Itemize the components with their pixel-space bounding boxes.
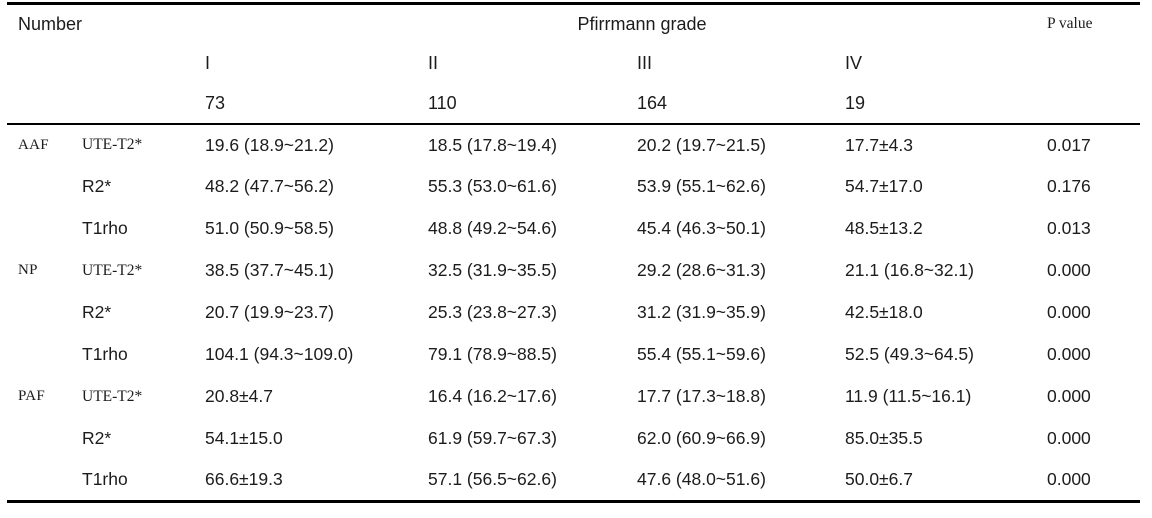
value-cell: 11.9 (11.5~16.1) xyxy=(845,386,972,406)
value-cell: 18.5 (17.8~19.4) xyxy=(428,134,557,155)
param-label: R2* xyxy=(82,428,112,448)
spacer-cell xyxy=(7,292,71,334)
value-cell: 48.8 (49.2~54.6) xyxy=(428,218,557,238)
table-body: AAF UTE-T2* 19.6 (18.9~21.2) 18.5 (17.8~… xyxy=(7,124,1140,502)
spacer-cell xyxy=(7,418,71,460)
grade-count-2: 110 xyxy=(428,92,457,113)
p-value-cell: 0.000 xyxy=(1047,386,1091,406)
grade-count-4: 19 xyxy=(845,92,866,113)
p-value-cell: 0.000 xyxy=(1047,428,1091,448)
param-label: UTE-T2* xyxy=(82,261,143,279)
pfirrmann-grade-header: Pfirrmann grade xyxy=(577,13,707,34)
param-label: T1rho xyxy=(82,469,128,490)
value-cell: 104.1 (94.3~109.0) xyxy=(205,344,354,364)
number-header: Number xyxy=(18,13,83,34)
param-label: UTE-T2* xyxy=(82,136,143,153)
p-value-cell: 0.013 xyxy=(1047,218,1091,238)
value-cell: 47.6 (48.0~51.6) xyxy=(637,469,766,490)
value-cell: 61.9 (59.7~67.3) xyxy=(428,428,557,448)
value-cell: 31.2 (31.9~35.9) xyxy=(637,302,766,322)
table-header: Number Pfirrmann grade P value I II III … xyxy=(7,4,1140,124)
value-cell: 50.0±6.7 xyxy=(845,469,913,490)
table-row: T1rho 66.6±19.3 57.1 (56.5~62.6) 47.6 (4… xyxy=(7,460,1140,502)
spacer-cell xyxy=(1036,44,1140,84)
value-cell: 66.6±19.3 xyxy=(205,469,283,490)
value-cell: 25.3 (23.8~27.3) xyxy=(428,302,557,322)
value-cell: 20.8±4.7 xyxy=(205,386,273,406)
value-cell: 48.2 (47.7~56.2) xyxy=(205,176,334,196)
param-label: R2* xyxy=(82,176,112,196)
group-label-np: NP xyxy=(18,262,38,278)
value-cell: 19.6 (18.9~21.2) xyxy=(205,134,334,155)
value-cell: 45.4 (46.3~50.1) xyxy=(637,218,766,238)
value-cell: 17.7±4.3 xyxy=(845,134,913,155)
param-label: T1rho xyxy=(82,344,128,364)
value-cell: 20.7 (19.9~23.7) xyxy=(205,302,334,322)
table-row: T1rho 104.1 (94.3~109.0) 79.1 (78.9~88.5… xyxy=(7,334,1140,376)
pfirrmann-results-table: Number Pfirrmann grade P value I II III … xyxy=(7,2,1140,503)
value-cell: 52.5 (49.3~64.5) xyxy=(845,344,974,364)
grade-col-header-3: III xyxy=(637,53,653,73)
value-cell: 54.1±15.0 xyxy=(205,428,283,448)
header-row-top: Number Pfirrmann grade P value xyxy=(7,4,1140,44)
table-row: AAF UTE-T2* 19.6 (18.9~21.2) 18.5 (17.8~… xyxy=(7,124,1140,166)
param-label: UTE-T2* xyxy=(82,387,143,405)
value-cell: 79.1 (78.9~88.5) xyxy=(428,344,557,364)
p-value-cell: 0.017 xyxy=(1047,134,1091,155)
p-value-cell: 0.176 xyxy=(1047,176,1091,196)
spacer-cell xyxy=(7,44,71,84)
table-row: NP UTE-T2* 38.5 (37.7~45.1) 32.5 (31.9~3… xyxy=(7,250,1140,292)
p-value-cell: 0.000 xyxy=(1047,469,1091,490)
p-value-header: P value xyxy=(1047,15,1093,33)
p-value-cell: 0.000 xyxy=(1047,344,1091,364)
spacer-cell xyxy=(7,208,71,250)
grade-col-header-2: II xyxy=(428,53,439,73)
group-label-paf: PAF xyxy=(18,388,46,404)
spacer-cell xyxy=(7,84,71,124)
grade-count-1: 73 xyxy=(205,92,226,113)
value-cell: 55.4 (55.1~59.6) xyxy=(637,344,766,364)
value-cell: 17.7 (17.3~18.8) xyxy=(637,386,766,406)
spacer-cell xyxy=(71,44,194,84)
spacer-cell xyxy=(71,84,194,124)
value-cell: 62.0 (60.9~66.9) xyxy=(637,428,766,448)
value-cell: 57.1 (56.5~62.6) xyxy=(428,469,557,490)
param-label: T1rho xyxy=(82,218,128,238)
table-row: R2* 20.7 (19.9~23.7) 25.3 (23.8~27.3) 31… xyxy=(7,292,1140,334)
table-row: T1rho 51.0 (50.9~58.5) 48.8 (49.2~54.6) … xyxy=(7,208,1140,250)
header-row-grades: I II III IV xyxy=(7,44,1140,84)
value-cell: 85.0±35.5 xyxy=(845,428,923,448)
value-cell: 51.0 (50.9~58.5) xyxy=(205,218,334,238)
value-cell: 54.7±17.0 xyxy=(845,176,923,196)
grade-col-header-4: IV xyxy=(845,53,863,73)
value-cell: 55.3 (53.0~61.6) xyxy=(428,176,557,196)
value-cell: 20.2 (19.7~21.5) xyxy=(637,134,766,155)
value-cell: 32.5 (31.9~35.5) xyxy=(428,260,557,280)
p-value-cell: 0.000 xyxy=(1047,302,1091,322)
value-cell: 21.1 (16.8~32.1) xyxy=(845,260,974,280)
header-row-counts: 73 110 164 19 xyxy=(7,84,1140,124)
value-cell: 38.5 (37.7~45.1) xyxy=(205,260,334,280)
value-cell: 29.2 (28.6~31.3) xyxy=(637,260,766,280)
table-row: R2* 54.1±15.0 61.9 (59.7~67.3) 62.0 (60.… xyxy=(7,418,1140,460)
p-value-cell: 0.000 xyxy=(1047,260,1091,280)
spacer-cell xyxy=(1036,84,1140,124)
param-label: R2* xyxy=(82,302,112,322)
value-cell: 48.5±13.2 xyxy=(845,218,923,238)
grade-count-3: 164 xyxy=(637,92,668,113)
spacer-cell xyxy=(7,334,71,376)
spacer-cell xyxy=(7,460,71,502)
value-cell: 16.4 (16.2~17.6) xyxy=(428,386,557,406)
group-label-aaf: AAF xyxy=(18,136,49,153)
table-row: PAF UTE-T2* 20.8±4.7 16.4 (16.2~17.6) 17… xyxy=(7,376,1140,418)
value-cell: 53.9 (55.1~62.6) xyxy=(637,176,766,196)
table-row: R2* 48.2 (47.7~56.2) 55.3 (53.0~61.6) 53… xyxy=(7,166,1140,208)
value-cell: 42.5±18.0 xyxy=(845,302,923,322)
grade-col-header-1: I xyxy=(205,53,211,73)
spacer-cell xyxy=(7,166,71,208)
